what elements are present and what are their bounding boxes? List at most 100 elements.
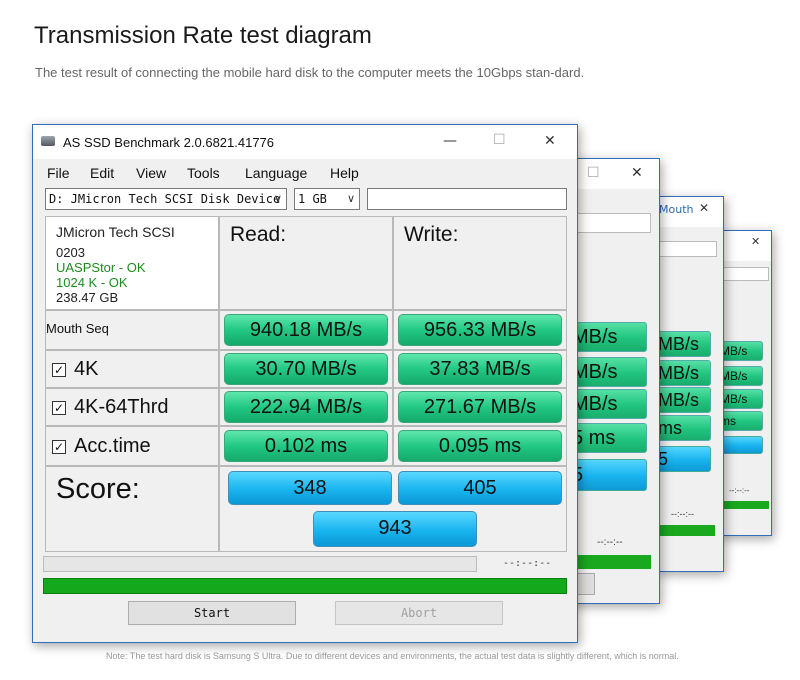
device-firmware: 0203 xyxy=(56,245,85,260)
bg2-close-icon[interactable]: ✕ xyxy=(699,201,710,215)
chevron-down-icon: ∨ xyxy=(346,192,355,205)
acctime-checkbox[interactable]: ✓ xyxy=(52,440,66,454)
4k64-write-result: 271.67 MB/s xyxy=(398,391,562,423)
device-name: JMicron Tech SCSI xyxy=(56,224,175,240)
result-cell: 222.94 MB/s xyxy=(219,388,393,426)
bg1-result-4: 5 ms xyxy=(571,423,647,453)
results-grid: JMicron Tech SCSI 0203 UASPStor - OK 102… xyxy=(45,216,567,552)
menu-language[interactable]: Language xyxy=(245,165,308,181)
close-icon[interactable]: ✕ xyxy=(544,133,556,149)
info-text-box[interactable] xyxy=(367,188,567,210)
4k64-label-text: 4K-64Thrd xyxy=(74,396,169,418)
bg3-elapsed: --:--:-- xyxy=(729,486,750,495)
menu-view[interactable]: View xyxy=(136,165,167,181)
bg2-titlebar xyxy=(657,197,723,227)
read-header-cell: Read: xyxy=(219,216,393,310)
start-button[interactable]: Start xyxy=(128,601,296,625)
row-label-cell: ✓ Acc.time xyxy=(45,426,219,466)
size-select[interactable]: 1 GB ∨ xyxy=(294,188,360,210)
result-cell: 940.18 MB/s xyxy=(219,310,393,350)
seq-write-result: 956.33 MB/s xyxy=(398,314,562,346)
page-title: Transmission Rate test diagram xyxy=(34,22,372,49)
bg3-result-3: MB/s xyxy=(719,389,763,409)
device-capacity: 238.47 GB xyxy=(56,290,119,305)
device-info-panel: JMicron Tech SCSI 0203 UASPStor - OK 102… xyxy=(45,216,219,310)
menu-tools[interactable]: Tools xyxy=(187,165,220,181)
window-title: AS SSD Benchmark 2.0.6821.41776 xyxy=(63,135,275,150)
bg1-result-3: MB/s xyxy=(571,389,647,419)
result-cell: 271.67 MB/s xyxy=(393,388,567,426)
4k-label-text: 4K xyxy=(74,358,99,380)
drive-icon xyxy=(41,136,55,146)
menu-bar: File Edit View Tools Language Help xyxy=(33,163,577,183)
benchmark-window: AS SSD Benchmark 2.0.6821.41776 — ☐ ✕ Fi… xyxy=(32,124,578,643)
device-info: JMicron Tech SCSI 0203 UASPStor - OK 102… xyxy=(56,224,175,306)
acctime-read-result: 0.102 ms xyxy=(224,430,388,462)
bg2-progress-bar xyxy=(657,525,715,536)
bg1-maximize-icon[interactable]: ☐ xyxy=(587,165,600,181)
device-select-value: D: JMicron Tech SCSI Disk Device xyxy=(49,192,281,206)
bg2-score: 5 xyxy=(657,446,711,472)
write-header-cell: Write: xyxy=(393,216,567,310)
4k-row-label[interactable]: ✓ 4K xyxy=(52,358,98,381)
device-driver-status: UASPStor - OK xyxy=(56,260,146,275)
bg2-result-2: MB/s xyxy=(657,360,711,386)
bg1-close-icon[interactable]: ✕ xyxy=(631,165,643,181)
menu-file[interactable]: File xyxy=(47,165,70,181)
background-window-3: ✕ MB/s MB/s MB/s ms --:--:-- xyxy=(718,230,772,536)
progress-track xyxy=(43,556,477,572)
score-label-cell: Score: xyxy=(45,466,219,552)
menu-help[interactable]: Help xyxy=(330,165,359,181)
bg3-score xyxy=(719,436,763,454)
bg3-progress-bar xyxy=(719,501,769,509)
seq-read-result: 940.18 MB/s xyxy=(224,314,388,346)
result-cell: 0.102 ms xyxy=(219,426,393,466)
elapsed-time: --:--:-- xyxy=(503,558,552,569)
device-alignment-status: 1024 K - OK xyxy=(56,275,128,290)
4k-checkbox[interactable]: ✓ xyxy=(52,363,66,377)
row-label-cell: ✓ 4K-64Thrd xyxy=(45,388,219,426)
total-score: 943 xyxy=(313,511,477,547)
page-note: Note: The test hard disk is Samsung S Ul… xyxy=(106,651,679,661)
bg3-close-icon[interactable]: ✕ xyxy=(751,235,761,248)
bg2-result-1: MB/s xyxy=(657,331,711,357)
bg2-elapsed: --:--:-- xyxy=(671,509,694,519)
acctime-row-label[interactable]: ✓ Acc.time xyxy=(52,435,151,458)
result-cell: 0.095 ms xyxy=(393,426,567,466)
bg3-text-box xyxy=(723,267,769,281)
size-select-value: 1 GB xyxy=(298,192,327,206)
4k64-checkbox[interactable]: ✓ xyxy=(52,401,66,415)
bg1-result-1: MB/s xyxy=(571,322,647,352)
acctime-label-text: Acc.time xyxy=(74,435,151,457)
score-values-cell: 348 405 943 xyxy=(219,466,567,552)
4k64-read-result: 222.94 MB/s xyxy=(224,391,388,423)
bg1-score: 5 xyxy=(571,459,647,491)
4k64-row-label[interactable]: ✓ 4K-64Thrd xyxy=(52,396,169,419)
total-progress-bar xyxy=(43,578,567,594)
bg2-window-title: Mouth xyxy=(659,203,694,216)
device-select[interactable]: D: JMicron Tech SCSI Disk Device ∨ xyxy=(45,188,287,210)
bg3-titlebar xyxy=(719,231,771,261)
bg1-result-2: MB/s xyxy=(571,357,647,387)
background-window-2: Mouth ✕ MB/s MB/s MB/s ms 5 --:--:-- xyxy=(656,196,724,572)
page-subtitle: The test result of connecting the mobile… xyxy=(35,65,585,80)
maximize-icon[interactable]: ☐ xyxy=(493,132,506,148)
row-label-cell: Mouth Seq xyxy=(45,310,219,350)
bg2-result-3: MB/s xyxy=(657,387,711,413)
result-cell: 37.83 MB/s xyxy=(393,350,567,388)
bg2-text-box xyxy=(659,241,717,257)
seq-row-label[interactable]: Mouth Seq xyxy=(46,321,109,336)
bg3-result-1: MB/s xyxy=(719,341,763,361)
bg1-progress-bar xyxy=(571,555,651,569)
row-label-cell: ✓ 4K xyxy=(45,350,219,388)
result-cell: 956.33 MB/s xyxy=(393,310,567,350)
abort-button[interactable]: Abort xyxy=(335,601,503,625)
bg1-elapsed: --:--:-- xyxy=(597,537,623,548)
result-cell: 30.70 MB/s xyxy=(219,350,393,388)
bg1-text-box xyxy=(573,213,651,233)
read-score: 348 xyxy=(228,471,392,505)
background-window-1: ☐ ✕ MB/s MB/s MB/s 5 ms 5 --:--:-- xyxy=(570,158,660,604)
bg3-result-2: MB/s xyxy=(719,366,763,386)
menu-edit[interactable]: Edit xyxy=(90,165,115,181)
minimize-icon[interactable]: — xyxy=(443,133,457,149)
